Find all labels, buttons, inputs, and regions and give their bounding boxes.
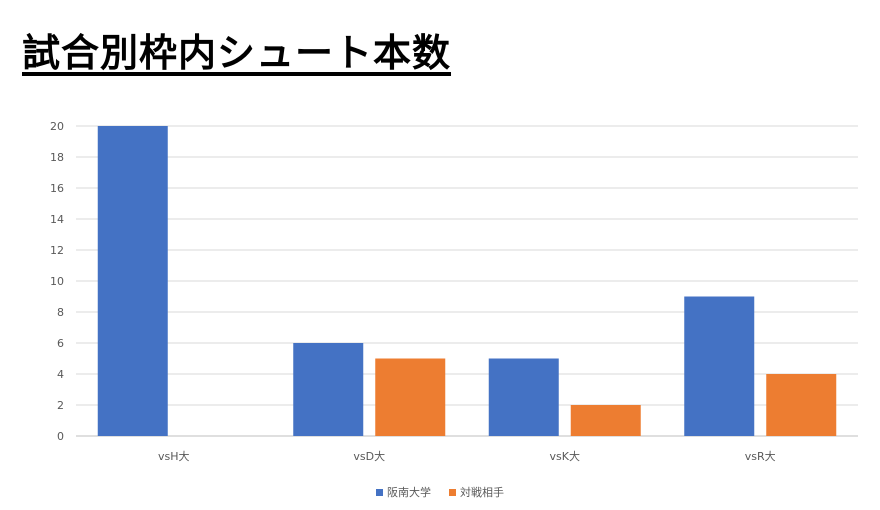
bar-series-0 (293, 343, 364, 436)
legend-swatch (376, 488, 383, 496)
legend-label: 対戦相手 (460, 486, 504, 499)
x-category-label: vsH大 (158, 449, 190, 463)
legend-item-series-1: 対戦相手 (449, 484, 504, 500)
legend-item-series-0: 阪南大学 (376, 484, 431, 500)
y-tick-label: 4 (57, 368, 64, 381)
bar-series-0 (684, 296, 755, 436)
x-category-label: vsD大 (353, 449, 385, 463)
y-tick-label: 10 (50, 275, 64, 288)
bar-series-1 (766, 374, 837, 436)
y-tick-label: 8 (57, 306, 64, 319)
y-tick-label: 12 (50, 244, 64, 257)
y-tick-label: 18 (50, 151, 64, 164)
y-tick-label: 2 (57, 399, 64, 412)
bar-series-0 (97, 126, 168, 436)
bar-series-0 (488, 358, 559, 436)
legend-swatch (449, 488, 456, 496)
bar-series-1 (570, 405, 641, 436)
gridlines (76, 125, 858, 437)
chart-title: 試合別枠内シュート本数 (22, 31, 452, 75)
x-axis-categories: vsH大 vsD大 vsK大 vsR大 (158, 449, 776, 463)
bar-series-1 (375, 358, 446, 436)
y-tick-label: 6 (57, 337, 64, 350)
bar-chart: 0 2 4 6 8 10 12 14 16 18 20 vsH大 vsD大 vsK大 vsR大 (50, 120, 858, 463)
x-category-label: vsK大 (550, 449, 580, 463)
legend-label: 阪南大学 (387, 486, 431, 499)
legend: 阪南大学 対戦相手 (0, 484, 880, 500)
bars (97, 126, 837, 436)
y-axis-ticks: 0 2 4 6 8 10 12 14 16 18 20 (50, 120, 64, 443)
y-tick-label: 20 (50, 120, 64, 133)
x-category-label: vsR大 (745, 449, 776, 463)
y-tick-label: 0 (57, 430, 64, 443)
y-tick-label: 16 (50, 182, 64, 195)
y-tick-label: 14 (50, 213, 64, 226)
